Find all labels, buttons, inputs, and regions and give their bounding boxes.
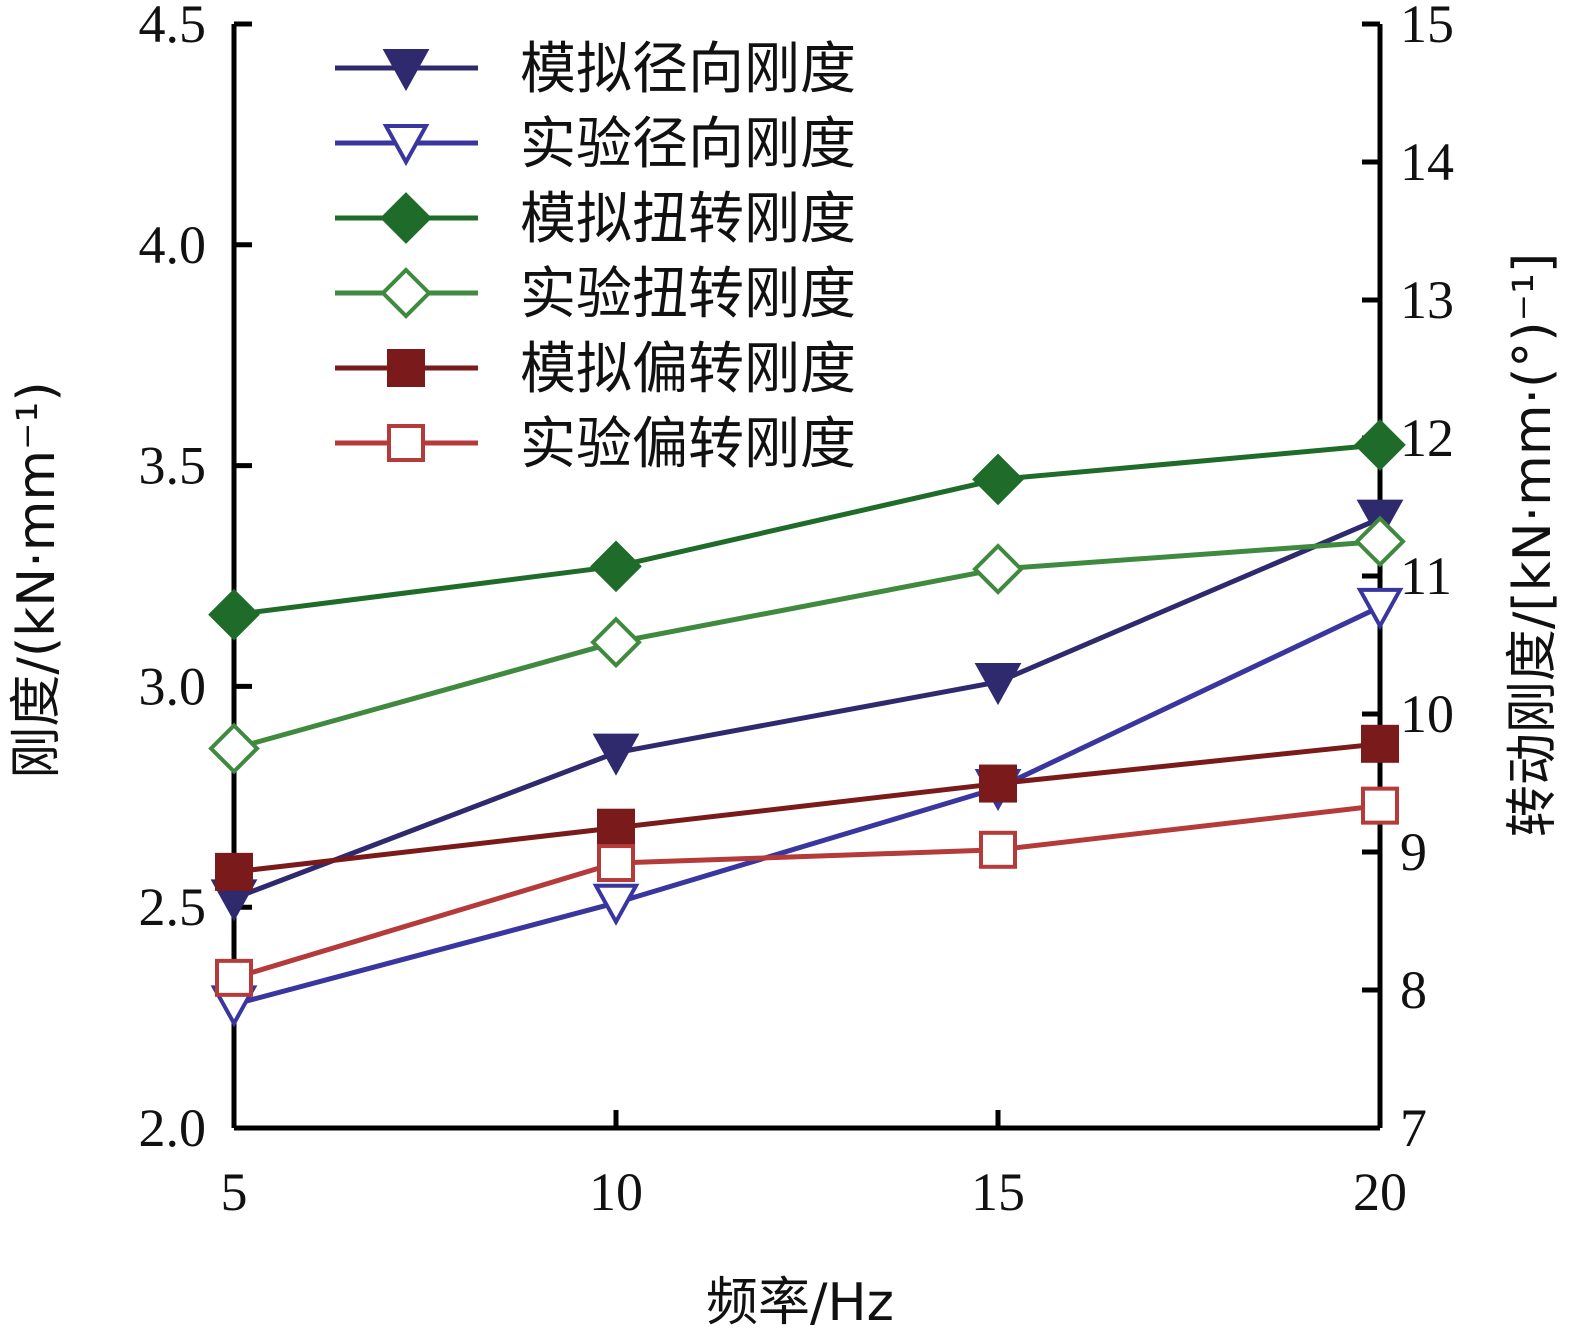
series-模拟径向刚度 bbox=[210, 499, 1404, 922]
x-tick-label: 5 bbox=[221, 1162, 248, 1222]
left-axis-title: 刚度/(kN·mm⁻¹) bbox=[7, 381, 67, 778]
triangle-marker bbox=[592, 883, 640, 926]
series-layer bbox=[208, 419, 1406, 1028]
diamond-marker bbox=[208, 588, 260, 641]
triangle-marker bbox=[974, 662, 1022, 706]
legend-item: 模拟径向刚度 bbox=[335, 37, 856, 102]
legend-label: 模拟扭转刚度 bbox=[520, 187, 856, 252]
left-tick-label: 3.0 bbox=[139, 656, 207, 716]
series-line bbox=[233, 741, 1381, 875]
legend-item: 实验扭转刚度 bbox=[335, 262, 856, 327]
right-axis-ticks: 7 8 9 10 11 12 13 14 15 bbox=[1362, 0, 1454, 1158]
series-line bbox=[233, 539, 1381, 751]
left-tick-label: 4.0 bbox=[139, 215, 207, 275]
series-line bbox=[233, 604, 1382, 1007]
legend-label: 模拟径向刚度 bbox=[520, 37, 856, 102]
legend-label: 模拟偏转刚度 bbox=[520, 337, 856, 402]
legend-item: 模拟扭转刚度 bbox=[335, 187, 856, 252]
left-tick-label: 2.5 bbox=[139, 877, 207, 937]
diamond-marker bbox=[380, 267, 432, 319]
right-tick-label: 13 bbox=[1400, 270, 1454, 330]
legend-item: 实验偏转刚度 bbox=[335, 412, 856, 477]
x-tick-label: 10 bbox=[589, 1162, 643, 1222]
right-tick-label: 8 bbox=[1400, 960, 1427, 1020]
diamond-marker bbox=[208, 722, 260, 775]
series-实验偏转刚度 bbox=[215, 786, 1399, 997]
left-tick-label: 3.5 bbox=[139, 436, 207, 496]
right-tick-label: 14 bbox=[1400, 132, 1454, 192]
series-line bbox=[233, 516, 1381, 901]
triangle-marker bbox=[1356, 587, 1404, 631]
series-模拟偏转刚度 bbox=[215, 724, 1399, 891]
triangle-marker bbox=[382, 49, 430, 92]
legend-item: 模拟偏转刚度 bbox=[335, 337, 856, 402]
x-tick-label: 20 bbox=[1353, 1162, 1407, 1222]
right-tick-label: 9 bbox=[1400, 822, 1427, 882]
left-tick-label: 4.5 bbox=[139, 0, 207, 54]
right-axis-title: 转动刚度/[kN·mm·(°)⁻¹] bbox=[1503, 253, 1563, 837]
right-tick-label: 12 bbox=[1400, 408, 1454, 468]
left-tick-label: 2.0 bbox=[139, 1098, 207, 1158]
square-marker bbox=[387, 424, 425, 462]
diamond-marker bbox=[380, 192, 432, 244]
triangle-marker bbox=[382, 124, 430, 167]
diamond-marker bbox=[590, 616, 642, 669]
legend-label: 实验径向刚度 bbox=[520, 112, 856, 177]
square-marker bbox=[215, 958, 253, 997]
x-axis-title: 频率/Hz bbox=[706, 1273, 894, 1333]
x-axis-ticks: 5 10 15 20 bbox=[221, 1110, 1407, 1222]
diamond-marker bbox=[1354, 515, 1406, 568]
square-marker bbox=[597, 844, 635, 883]
square-marker bbox=[215, 852, 253, 891]
series-line bbox=[233, 803, 1381, 981]
series-模拟扭转刚度 bbox=[208, 419, 1406, 641]
legend-label: 实验偏转刚度 bbox=[520, 412, 856, 477]
legend-item: 实验径向刚度 bbox=[335, 112, 856, 177]
triangle-marker bbox=[592, 733, 640, 776]
right-tick-label: 7 bbox=[1400, 1098, 1427, 1158]
diamond-marker bbox=[1354, 419, 1406, 471]
square-marker bbox=[597, 808, 635, 847]
square-marker bbox=[979, 764, 1017, 803]
square-marker bbox=[387, 349, 425, 387]
series-实验扭转刚度 bbox=[208, 515, 1406, 775]
diamond-marker bbox=[590, 540, 642, 593]
series-line bbox=[233, 442, 1381, 618]
square-marker bbox=[979, 830, 1017, 869]
right-tick-label: 15 bbox=[1400, 0, 1454, 54]
left-axis-ticks: 2.0 2.5 3.0 3.5 4.0 4.5 bbox=[139, 0, 252, 1158]
legend-label: 实验扭转刚度 bbox=[520, 262, 856, 327]
diamond-marker bbox=[972, 543, 1024, 595]
right-tick-label: 11 bbox=[1400, 546, 1452, 606]
right-tick-label: 10 bbox=[1400, 684, 1454, 744]
diamond-marker bbox=[972, 453, 1024, 506]
square-marker bbox=[1361, 724, 1399, 763]
x-tick-label: 15 bbox=[971, 1162, 1025, 1222]
square-marker bbox=[1361, 786, 1399, 825]
